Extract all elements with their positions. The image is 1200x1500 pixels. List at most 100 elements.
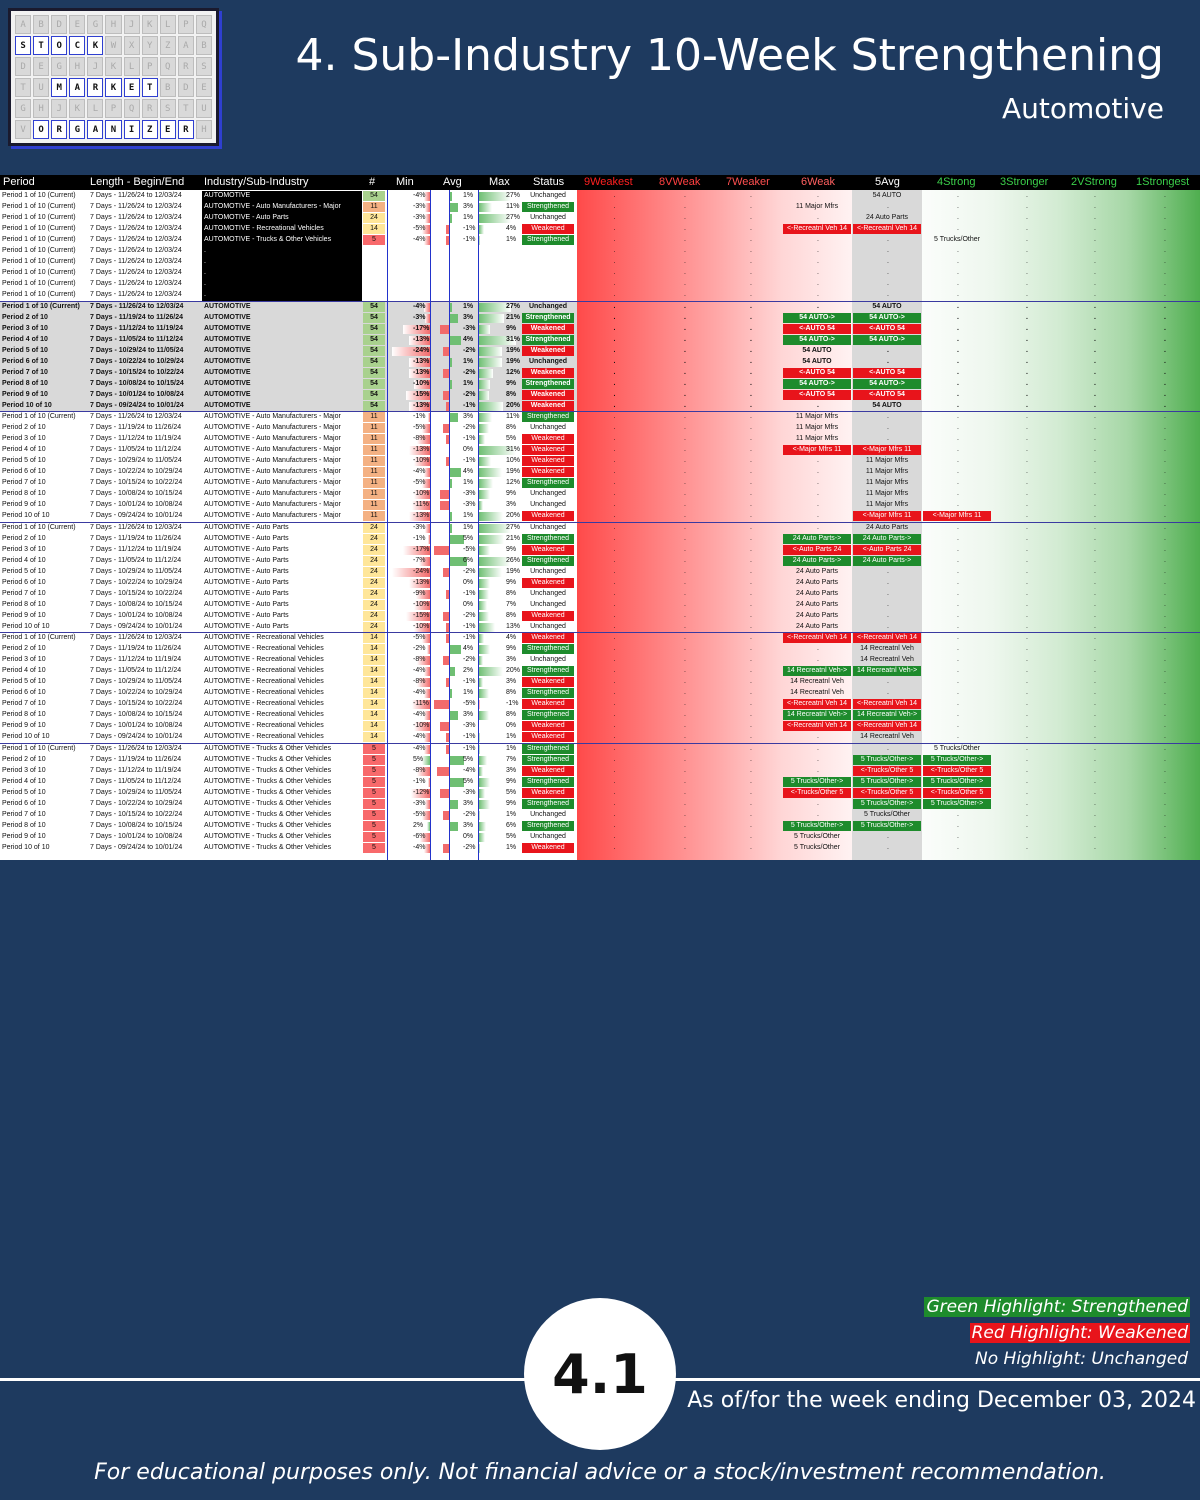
logo-letter: O (33, 120, 50, 139)
zone-dot: . (817, 678, 819, 686)
zone-dot: . (1094, 203, 1096, 211)
zone-dot: . (1094, 667, 1096, 675)
logo-tile: E (195, 78, 212, 97)
avg-bar (443, 346, 449, 356)
zone-dot: . (750, 700, 752, 708)
zone-dot: . (1164, 501, 1166, 509)
zone-dot: . (817, 413, 819, 420)
cell-period: Period 1 of 10 (Current) (2, 413, 76, 420)
cell-max: 19% (506, 468, 521, 476)
placement-label: 14 Recreatnl Veh (790, 689, 844, 697)
zone-dot: . (750, 523, 752, 531)
min-bar (409, 401, 430, 411)
col-count: # (369, 176, 376, 188)
zone-dot: . (1026, 225, 1028, 233)
zone-dot: . (1026, 214, 1028, 222)
min-bar (406, 611, 430, 621)
cell-industry: . (204, 269, 206, 277)
cell-period: Period 7 of 10 (2, 368, 48, 376)
zone-dot: . (957, 203, 959, 211)
zone-dot: . (684, 656, 686, 664)
placement-label: 54 AUTO (802, 346, 832, 354)
zone-9weakest (577, 190, 650, 860)
table-row: Period 7 of 10 7 Days - 10/15/24 to 10/22… (0, 699, 1200, 710)
zone-dot: . (957, 479, 959, 487)
placement-label: 11 Major Mfrs (795, 435, 839, 443)
cell-length: 7 Days - 11/26/24 to 12/03/24 (90, 236, 182, 244)
zone-dot: . (1094, 678, 1096, 686)
cell-max: 26% (506, 556, 521, 564)
cell-avg: -1% (463, 733, 476, 741)
avg-bar (443, 424, 449, 434)
cell-count: 5 (363, 831, 385, 842)
zone-dot: . (684, 346, 686, 354)
cell-min: -3% (413, 313, 426, 321)
cell-length: 7 Days - 10/22/24 to 10/29/24 (90, 799, 183, 807)
zone-dot: . (1164, 457, 1166, 465)
zone-dot: . (1164, 755, 1166, 763)
cell-max: 27% (506, 302, 521, 310)
cell-count: 54 (363, 191, 385, 201)
legend-none: No Highlight: Unchanged (975, 1349, 1188, 1369)
cell-min: -8% (413, 766, 426, 774)
avg-bar (449, 379, 452, 389)
zone-dot: . (887, 622, 889, 630)
zone-dot: . (613, 600, 616, 608)
zone-dot: . (957, 589, 959, 597)
legend-red: Red Highlight: Weakened (969, 1323, 1190, 1343)
zone-dot: . (1094, 457, 1096, 465)
zone-dot: . (750, 567, 752, 575)
status-badge: Unchanged (530, 567, 566, 575)
avg-bar (449, 799, 458, 809)
empty-block (363, 290, 577, 302)
zone-dot: . (613, 810, 616, 818)
zone-dot: . (1026, 390, 1028, 398)
row-bg (0, 378, 577, 390)
cell-industry: AUTOMOTIVE - Auto Manufacturers - Major (204, 446, 341, 454)
col-status: Status (533, 176, 565, 188)
zone-dot: . (1164, 236, 1166, 244)
logo-letter: A (69, 78, 86, 97)
zone-dot: . (1164, 645, 1166, 653)
table-row: Period 9 of 10 7 Days - 10/01/24 to 10/08… (0, 610, 1200, 622)
zone-dot: . (1094, 357, 1096, 365)
zone-dot: . (613, 611, 616, 619)
cell-period: Period 3 of 10 (2, 656, 46, 664)
cell-max: 7% (506, 600, 517, 608)
zone-dot: . (613, 744, 616, 752)
zone-dot: . (750, 291, 752, 299)
cell-length: 7 Days - 11/19/24 to 11/26/24 (90, 645, 182, 653)
logo-tile: A (15, 15, 32, 34)
cell-period: Period 10 of 10 (2, 733, 50, 741)
cell-count: 14 (363, 732, 385, 743)
cell-avg: 4% (463, 335, 474, 343)
cell-count: 5 (363, 809, 385, 820)
placement-label: 5 Trucks/Other-> (853, 776, 921, 787)
zone-dot: . (750, 258, 752, 266)
zone-dot: . (1164, 269, 1166, 277)
zone-dot: . (750, 324, 752, 332)
disclaimer: For educational purposes only. Not finan… (94, 1460, 1106, 1485)
zone-dot: . (684, 236, 686, 244)
placement-label: 14 Recreatnl Veh-> (853, 710, 921, 721)
placement-label: 24 Auto Parts-> (783, 555, 851, 566)
zone-dot: . (613, 534, 616, 542)
cell-avg: -3% (463, 788, 476, 796)
status-badge: Unchanged (530, 192, 566, 199)
placement-label: 14 Recreatnl Veh (790, 678, 844, 686)
zone-dot: . (1026, 821, 1028, 829)
zone-dot: . (1094, 821, 1096, 829)
max-bar (479, 446, 517, 456)
zone-dot: . (817, 523, 819, 531)
placement-label: <-Auto Parts 24 (783, 544, 851, 555)
avg-bar (446, 744, 449, 754)
cell-avg: -3% (463, 490, 476, 498)
cell-min: -10% (413, 379, 430, 387)
cell-industry: . (204, 280, 206, 288)
cell-industry: AUTOMOTIVE (204, 379, 251, 387)
avg-bar (443, 390, 449, 400)
zone-dot: . (817, 280, 819, 288)
zone-dot: . (957, 324, 959, 332)
cell-length: 7 Days - 10/01/24 to 10/08/24 (90, 611, 183, 619)
cell-max: 8% (506, 390, 517, 398)
